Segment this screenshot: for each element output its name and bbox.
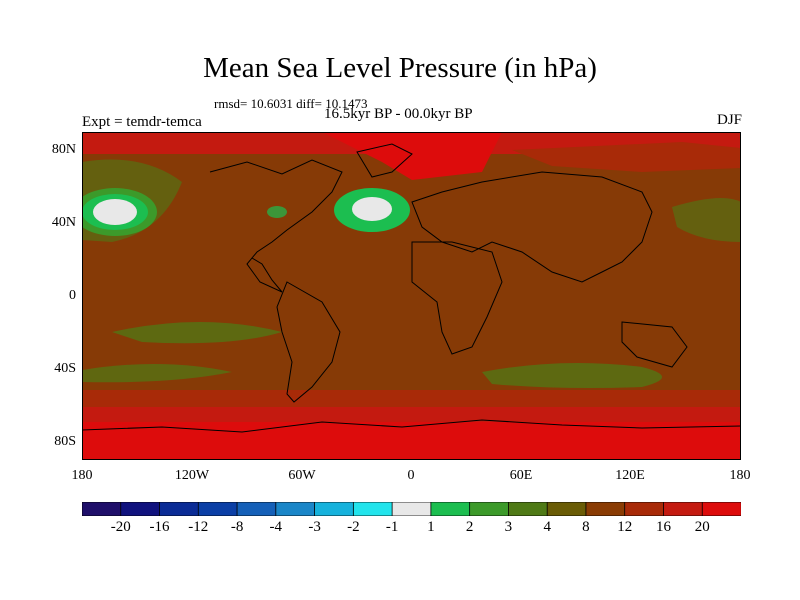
south-indian-band	[482, 363, 662, 388]
australia-coast	[621, 321, 688, 368]
colorbar-label: 12	[617, 519, 633, 535]
colorbar-label: -3	[308, 519, 321, 535]
colorbar-swatch	[120, 502, 161, 516]
x-tick-label: 60W	[288, 468, 316, 483]
north-america-coast	[209, 159, 343, 293]
arctic-high-core	[322, 132, 502, 180]
colorbar-label: -4	[269, 519, 283, 535]
north-atlantic-low-core	[352, 197, 392, 221]
antarctic-core	[82, 422, 741, 460]
colorbar-label: -8	[230, 519, 244, 535]
y-tick-label: 0	[69, 288, 76, 303]
colorbar-swatch	[430, 502, 471, 516]
colorbar-swatch	[391, 502, 432, 516]
colorbar-label: 3	[504, 519, 513, 535]
colorbar-label: -2	[347, 519, 360, 535]
south-america-coast	[276, 281, 341, 403]
colorbar-swatch	[197, 502, 238, 516]
colorbar-label: -20	[110, 519, 131, 535]
colorbar-swatch	[352, 502, 393, 516]
colorbar-swatch	[469, 502, 510, 516]
colorbar-label: 2	[465, 519, 474, 535]
x-tick-label: 180	[71, 468, 93, 483]
y-tick-label: 40S	[54, 361, 76, 376]
north-america-low-spot	[267, 206, 287, 218]
africa-coast	[411, 241, 503, 355]
colorbar-swatch	[624, 502, 665, 516]
colorbar-swatch	[82, 502, 122, 516]
colorbar-swatch	[701, 502, 741, 516]
map-frame	[82, 132, 741, 460]
y-tick-label: 40N	[51, 215, 76, 230]
colorbar-label: -16	[149, 519, 170, 535]
colorbar-label: 20	[694, 519, 710, 535]
colorbar-swatch	[546, 502, 587, 516]
north-pacific-west-band	[672, 198, 741, 242]
x-tick-label: 0	[407, 468, 415, 483]
south-pacific-band-2	[82, 363, 232, 383]
north-pacific-low-core	[93, 199, 137, 225]
colorbar-label: -1	[385, 519, 399, 535]
x-tick-label: 120E	[615, 468, 645, 483]
experiment-label: Expt = temdr-temca	[82, 114, 202, 130]
colorbar-swatch	[275, 502, 316, 516]
colorbar-label: 8	[582, 519, 590, 535]
pressure-map	[82, 132, 741, 460]
season-label: DJF	[716, 112, 742, 128]
x-tick-label: 180	[729, 468, 751, 483]
map-title: Mean Sea Level Pressure (in hPa)	[203, 52, 597, 84]
x-tick-label: 60E	[509, 468, 533, 483]
colorbar-swatch	[508, 502, 548, 516]
x-tick-label: 120W	[174, 468, 210, 483]
south-pacific-band	[112, 322, 282, 344]
siberia-band	[512, 142, 741, 172]
colorbar-swatch	[663, 502, 703, 516]
colorbar-swatch	[159, 502, 199, 516]
colorbar-label: -12	[188, 519, 209, 535]
greenland-coast	[356, 143, 413, 178]
colorbar-swatch	[585, 502, 626, 516]
period-subtitle: 16.5kyr BP - 00.0kyr BP	[324, 106, 473, 122]
y-tick-label: 80S	[54, 434, 76, 449]
colorbar-swatch	[314, 502, 355, 516]
colorbar-swatch	[236, 502, 277, 516]
eurasia-coast	[411, 171, 653, 283]
y-tick-label: 80N	[51, 142, 76, 157]
colorbar-label: 16	[656, 519, 671, 535]
colorbar	[82, 502, 741, 516]
stats-text: rmsd= 10.6031 diff= 10.1473	[214, 96, 368, 111]
colorbar-label: 4	[543, 519, 551, 535]
colorbar-label: 1	[427, 519, 435, 535]
antarctica-coast	[82, 419, 741, 433]
coastlines	[82, 143, 741, 433]
